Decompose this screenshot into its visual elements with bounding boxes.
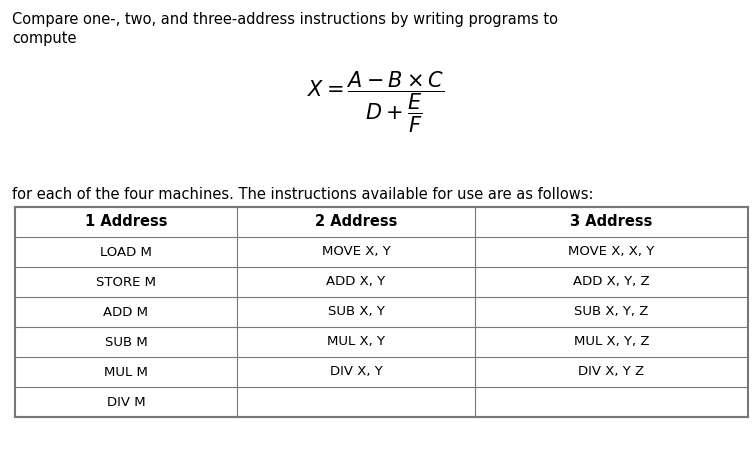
Text: ADD X, Y: ADD X, Y: [327, 275, 386, 288]
Text: for each of the four machines. The instructions available for use are as follows: for each of the four machines. The instr…: [12, 187, 593, 202]
Text: 3 Address: 3 Address: [570, 214, 653, 229]
Text: MOVE X, X, Y: MOVE X, X, Y: [569, 246, 654, 258]
Text: SUB X, Y: SUB X, Y: [328, 305, 385, 318]
Text: MUL X, Y: MUL X, Y: [327, 335, 385, 349]
Text: MUL M: MUL M: [104, 365, 148, 379]
Bar: [15, 207, 748, 417]
Text: ADD X, Y, Z: ADD X, Y, Z: [573, 275, 650, 288]
Text: SUB M: SUB M: [105, 335, 148, 349]
Text: compute: compute: [12, 31, 77, 46]
Text: Compare one-, two, and three-address instructions by writing programs to: Compare one-, two, and three-address ins…: [12, 12, 558, 27]
Text: MUL X, Y, Z: MUL X, Y, Z: [574, 335, 649, 349]
Text: SUB X, Y, Z: SUB X, Y, Z: [575, 305, 648, 318]
Text: STORE M: STORE M: [96, 275, 156, 288]
Text: 1 Address: 1 Address: [85, 214, 167, 229]
Text: DIV M: DIV M: [107, 395, 145, 409]
Text: 2 Address: 2 Address: [315, 214, 397, 229]
Text: $\mathit{X} = \dfrac{\mathit{A} - \mathit{B} \times \mathit{C}}{\mathit{D} + \df: $\mathit{X} = \dfrac{\mathit{A} - \mathi…: [307, 70, 444, 135]
Text: ADD M: ADD M: [103, 305, 148, 318]
Text: DIV X, Y: DIV X, Y: [330, 365, 383, 379]
Text: DIV X, Y Z: DIV X, Y Z: [578, 365, 645, 379]
Text: LOAD M: LOAD M: [100, 246, 152, 258]
Text: MOVE X, Y: MOVE X, Y: [322, 246, 390, 258]
